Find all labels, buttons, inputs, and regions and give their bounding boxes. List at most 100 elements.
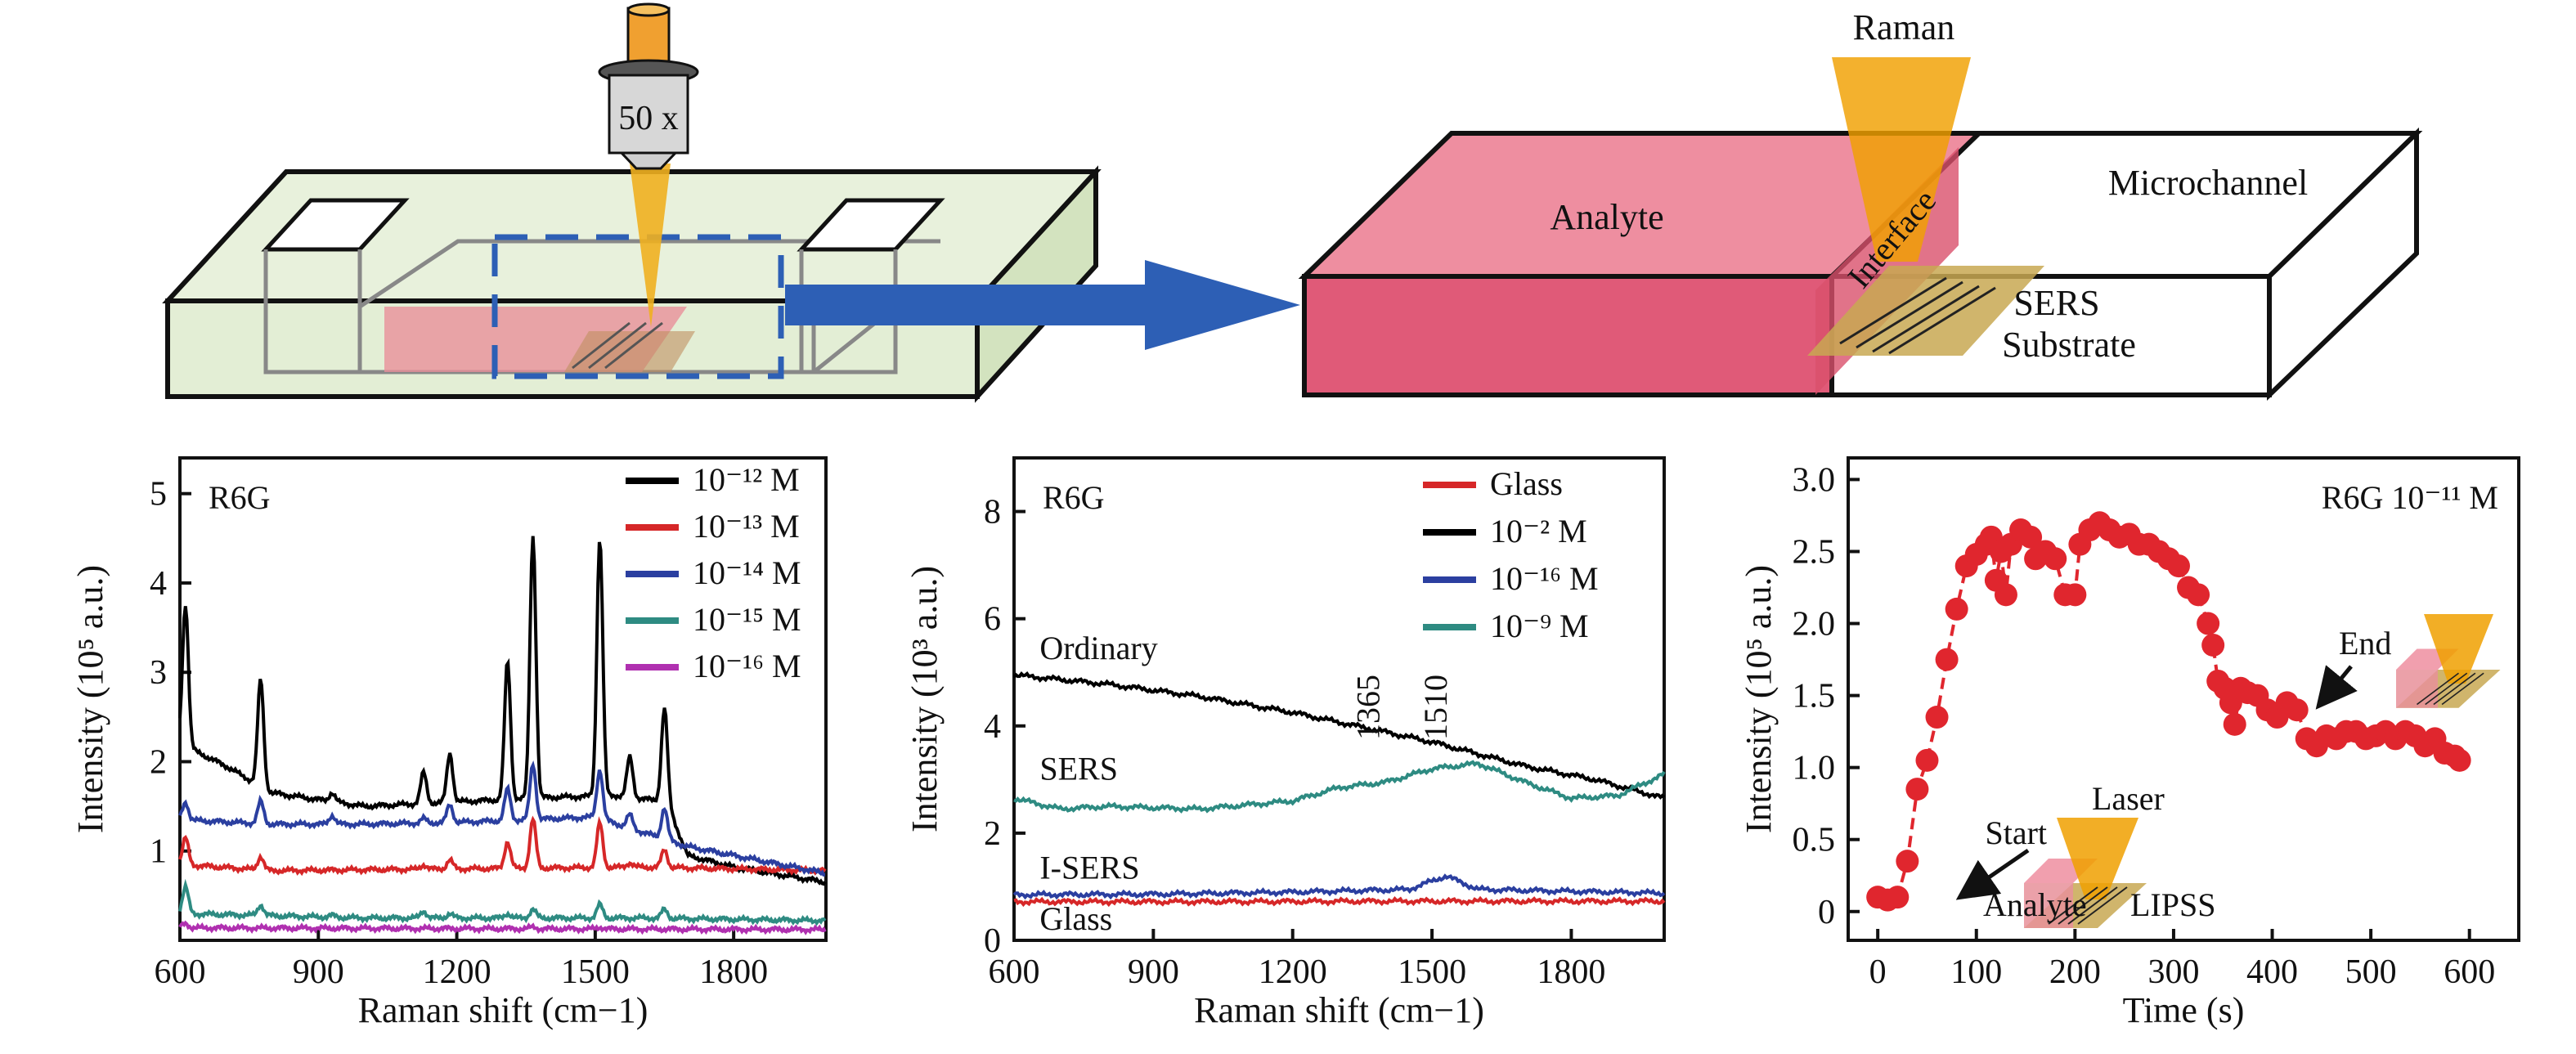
x-tick-label: 1200 [1259, 953, 1327, 991]
series-line [178, 878, 827, 926]
microchannel-schematic [1298, 57, 2423, 401]
data-point [1945, 597, 1968, 621]
chart-annotation: R6G [209, 479, 271, 516]
series-line [178, 760, 826, 877]
x-tick-label: 200 [2049, 953, 2101, 991]
chart-time-series: 0 100 200 300 400 500 600 0 0.5 1.0 1.5 2.0 2.5 3.0 Ti… [1739, 456, 2520, 1030]
x-tick-label: 900 [293, 953, 344, 991]
y-tick-label: 1 [150, 833, 167, 871]
curve-label: SERS [1039, 750, 1118, 787]
data-point [1896, 850, 1919, 873]
y-axis-label: Intensity (10⁵ a.u.) [1739, 565, 1779, 833]
peak-label: 1365 [1349, 675, 1386, 740]
data-point [1925, 706, 1949, 729]
y-axis-label: Intensity (10⁵ a.u.) [70, 565, 110, 833]
y-tick-label: 2.0 [1793, 606, 1836, 644]
x-tick-label: 1800 [699, 953, 768, 991]
x-tick-label: 1200 [423, 953, 491, 991]
y-tick-label: 0.5 [1793, 822, 1836, 859]
y-tick-label: 6 [984, 601, 1001, 639]
legend-entry: 10⁻¹³ M [693, 508, 800, 545]
chip-schematic: 50 x [162, 2, 1102, 403]
legend-entry: 10⁻² M [1490, 513, 1587, 549]
data-point [2223, 712, 2246, 736]
y-tick-label: 2 [150, 743, 167, 781]
legend-entry: 10⁻¹⁵ M [693, 601, 801, 638]
x-tick-label: 600 [155, 953, 206, 991]
laser-lipss-icon [2396, 614, 2501, 708]
lipss-label: LIPSS [2130, 886, 2216, 923]
series-line [1877, 520, 2461, 902]
x-tick-label: 100 [1950, 953, 2002, 991]
x-axis-label: Raman shift (cm−1) [1194, 990, 1484, 1030]
y-axis-label: Intensity (10³ a.u.) [904, 566, 945, 832]
chart-annotation: R6G 10⁻¹¹ M [2322, 479, 2498, 516]
end-label: End [2339, 625, 2391, 662]
y-tick-label: 8 [984, 494, 1001, 531]
data-point [2448, 748, 2471, 772]
curve-label: Ordinary [1039, 630, 1157, 666]
peak-label: 1510 [1417, 675, 1454, 740]
series-line [1012, 671, 1666, 800]
laser-label: Laser [2092, 780, 2165, 817]
y-tick-label: 0 [984, 922, 1001, 960]
data-point [2166, 554, 2190, 578]
plot-frame [1847, 456, 2520, 942]
x-tick-label: 600 [989, 953, 1040, 991]
x-tick-label: 500 [2345, 953, 2397, 991]
plot-frame [1012, 456, 1666, 942]
data-point [1994, 583, 2017, 607]
zoom-arrow [785, 260, 1300, 350]
y-tick-label: 2 [984, 815, 1001, 853]
analyte-label: Analyte [1550, 197, 1663, 237]
x-tick-label: 0 [1869, 953, 1887, 991]
y-tick-label: 0 [1818, 894, 1835, 931]
data-point [2019, 525, 2043, 549]
y-tick-label: 3 [150, 654, 167, 692]
series-line [1013, 760, 1666, 814]
raman-label: Raman [1853, 7, 1955, 47]
x-tick-label: 1800 [1537, 953, 1605, 991]
legend-entry: 10⁻¹⁶ M [1490, 560, 1599, 597]
chart-annotation: R6G [1043, 479, 1105, 516]
start-arrow [1955, 848, 2030, 900]
series-line [178, 920, 827, 935]
data-point [2201, 633, 2225, 657]
y-tick-label: 3.0 [1793, 461, 1836, 499]
start-label: Start [1985, 814, 2047, 851]
curve-label: Glass [1039, 900, 1112, 937]
x-tick-label: 400 [2246, 953, 2298, 991]
chart-sers-comparison: 600 900 1200 1500 1800 0 2 4 6 8 Raman shift (cm−1… [904, 456, 1666, 1030]
data-point [2197, 612, 2220, 635]
data-point [1915, 748, 1939, 772]
y-tick-label: 1.5 [1793, 678, 1836, 715]
objective-label: 50 x [618, 100, 679, 137]
data-point [1886, 886, 1910, 909]
x-tick-label: 900 [1128, 953, 1179, 991]
y-tick-label: 5 [150, 476, 167, 514]
sers-label: SERS [2013, 283, 2099, 323]
legend-entry: 10⁻¹⁶ M [693, 648, 801, 684]
analyte-label: Analyte [1983, 886, 2087, 923]
end-arrow [2315, 665, 2358, 710]
y-tick-label: 4 [150, 565, 167, 603]
series-line [1012, 873, 1666, 900]
legend-entry: 10⁻¹⁴ M [693, 554, 801, 591]
y-tick-label: 1.0 [1793, 750, 1836, 787]
data-point [2063, 583, 2087, 607]
legend-entry: 10⁻¹² M [693, 461, 800, 498]
data-point [2187, 583, 2210, 607]
curve-label: I-SERS [1039, 850, 1139, 886]
y-tick-label: 2.5 [1793, 533, 1836, 571]
x-tick-label: 600 [2444, 953, 2495, 991]
x-axis-label: Time (s) [2123, 990, 2245, 1030]
objective-icon [598, 2, 699, 170]
laser-lipss-icon [2024, 818, 2147, 928]
microchannel-label: Microchannel [2108, 163, 2308, 203]
x-tick-label: 1500 [1398, 953, 1466, 991]
series-line [1013, 895, 1666, 908]
x-axis-label: Raman shift (cm−1) [358, 990, 648, 1030]
data-point [1935, 648, 1959, 671]
legend-entry: Glass [1490, 465, 1563, 502]
